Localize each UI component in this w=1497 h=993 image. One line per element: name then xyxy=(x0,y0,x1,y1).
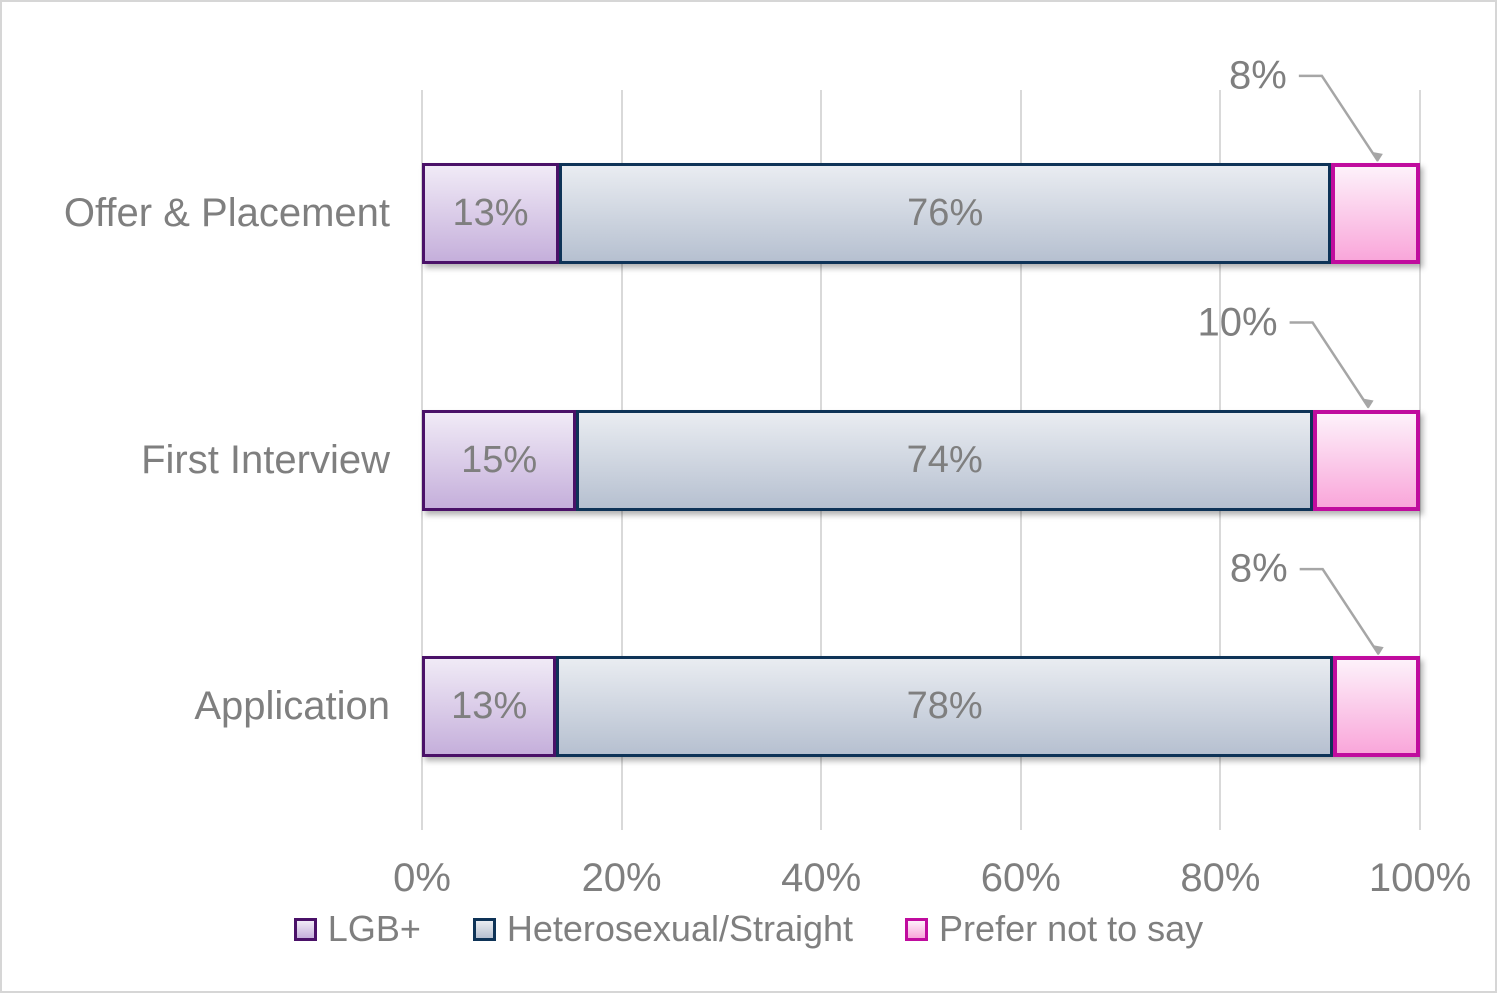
callout-arrow xyxy=(1371,151,1383,162)
legend-label: LGB+ xyxy=(327,908,421,949)
callout-leader-line xyxy=(1298,74,1379,162)
legend-swatch-heterosexual-straight xyxy=(472,917,496,941)
data-label: 13% xyxy=(451,685,528,728)
category-label-application: Application xyxy=(194,684,390,729)
bar-row-application: 13% 78% xyxy=(422,656,1420,758)
data-label: 13% xyxy=(452,191,529,234)
bar-segment-prefer-not-to-say xyxy=(1313,409,1420,511)
data-label: 76% xyxy=(907,191,984,234)
callout-label-first-interview: 10% xyxy=(1197,300,1278,344)
data-label: 74% xyxy=(906,438,983,481)
category-label-offer-placement: Offer & Placement xyxy=(63,190,390,235)
bar-segment-prefer-not-to-say xyxy=(1332,656,1420,758)
legend-swatch-prefer-not-to-say xyxy=(905,917,929,941)
bar-segment-lgb: 13% xyxy=(422,656,557,758)
bar-segment-lgb: 15% xyxy=(422,409,577,511)
data-label: 78% xyxy=(906,685,983,728)
x-tick-label: 0% xyxy=(393,856,451,900)
legend-label: Prefer not to say xyxy=(939,908,1204,949)
callout-label-application: 8% xyxy=(1229,546,1288,591)
legend-swatch-lgb xyxy=(293,917,317,941)
x-tick-label: 100% xyxy=(1368,856,1472,900)
legend-label: Heterosexual/Straight xyxy=(506,908,854,949)
legend-item-heterosexual-straight: Heterosexual/Straight xyxy=(472,908,854,950)
bar-row-first-interview: 15% 74% xyxy=(422,409,1420,511)
legend-item-lgb: LGB+ xyxy=(293,908,421,950)
bar-segment-heterosexual-straight: 76% xyxy=(559,162,1332,264)
callout-label-offer-placement: 8% xyxy=(1229,53,1287,98)
x-tick-label: 80% xyxy=(1180,856,1261,900)
category-label-first-interview: First Interview xyxy=(141,437,390,482)
x-tick-label: 40% xyxy=(781,856,862,900)
bar-segment-lgb: 13% xyxy=(422,162,560,264)
bar-segment-prefer-not-to-say xyxy=(1331,162,1420,264)
x-tick-label: 60% xyxy=(980,856,1061,900)
x-tick-label: 20% xyxy=(581,856,662,900)
callout-leader-line xyxy=(1299,567,1380,655)
callout-leader-line xyxy=(1289,321,1370,409)
bar-row-offer-placement: 13% 76% xyxy=(422,162,1420,264)
data-label: 15% xyxy=(461,438,538,481)
callout-arrow xyxy=(1362,398,1374,409)
callout-arrow xyxy=(1372,645,1384,656)
bar-segment-heterosexual-straight: 78% xyxy=(556,656,1333,758)
bar-segment-heterosexual-straight: 74% xyxy=(576,409,1314,511)
gridline-100% xyxy=(1419,90,1421,830)
legend: LGB+ Heterosexual/Straight Prefer not to s… xyxy=(2,904,1495,954)
legend-item-prefer-not-to-say: Prefer not to say xyxy=(905,908,1203,950)
